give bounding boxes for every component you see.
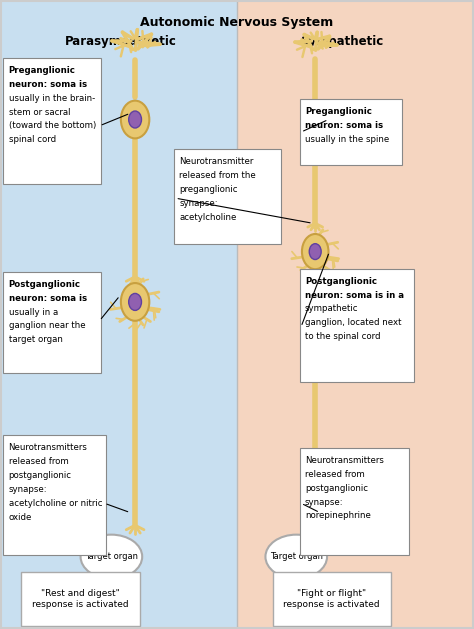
Text: synapse:: synapse: xyxy=(179,199,218,208)
Text: acetylcholine: acetylcholine xyxy=(179,213,237,221)
FancyBboxPatch shape xyxy=(3,58,101,184)
Text: usually in the spine: usually in the spine xyxy=(305,135,389,143)
Circle shape xyxy=(302,234,328,269)
FancyBboxPatch shape xyxy=(0,0,237,629)
Text: neuron: soma is in a: neuron: soma is in a xyxy=(305,291,404,299)
Text: neuron: soma is: neuron: soma is xyxy=(305,121,383,130)
Text: Postganglionic: Postganglionic xyxy=(9,280,81,289)
Ellipse shape xyxy=(265,535,327,579)
Text: synapse:: synapse: xyxy=(305,498,343,506)
Circle shape xyxy=(128,111,141,128)
Text: oxide: oxide xyxy=(9,513,32,521)
Text: spinal cord: spinal cord xyxy=(9,135,55,144)
Text: Sympathetic: Sympathetic xyxy=(300,35,383,48)
Circle shape xyxy=(310,112,321,127)
Circle shape xyxy=(128,293,141,310)
FancyBboxPatch shape xyxy=(273,572,391,626)
Text: usually in a: usually in a xyxy=(9,308,58,316)
Text: neuron: soma is: neuron: soma is xyxy=(9,294,87,303)
Text: ganglion near the: ganglion near the xyxy=(9,321,85,330)
Text: Postganglionic: Postganglionic xyxy=(305,277,377,286)
Text: released from: released from xyxy=(9,457,68,466)
FancyBboxPatch shape xyxy=(3,435,106,555)
Text: Target organ: Target organ xyxy=(85,552,138,561)
FancyBboxPatch shape xyxy=(300,99,402,165)
Circle shape xyxy=(302,103,328,136)
Text: stem or sacral: stem or sacral xyxy=(9,108,70,116)
Text: norepinephrine: norepinephrine xyxy=(305,511,371,520)
FancyBboxPatch shape xyxy=(3,272,101,373)
Text: sympathetic: sympathetic xyxy=(305,304,358,313)
FancyBboxPatch shape xyxy=(237,0,474,629)
Text: Neurotransmitters: Neurotransmitters xyxy=(305,456,383,465)
Text: Preganglionic: Preganglionic xyxy=(9,66,75,75)
Text: Autonomic Nervous System: Autonomic Nervous System xyxy=(140,16,334,29)
Circle shape xyxy=(121,101,149,138)
Circle shape xyxy=(309,243,321,260)
Text: "Fight or flight"
response is activated: "Fight or flight" response is activated xyxy=(283,589,380,609)
FancyBboxPatch shape xyxy=(174,149,281,244)
Text: "Rest and digest"
response is activated: "Rest and digest" response is activated xyxy=(32,589,129,609)
FancyBboxPatch shape xyxy=(300,448,409,555)
Circle shape xyxy=(121,283,149,321)
Text: Neurotransmitter: Neurotransmitter xyxy=(179,157,254,166)
FancyBboxPatch shape xyxy=(21,572,140,626)
FancyBboxPatch shape xyxy=(300,269,414,382)
Text: synapse:: synapse: xyxy=(9,485,47,494)
Text: target organ: target organ xyxy=(9,335,63,344)
Text: postganglionic: postganglionic xyxy=(9,471,72,480)
Text: Parasympathetic: Parasympathetic xyxy=(65,35,177,48)
Text: (toward the bottom): (toward the bottom) xyxy=(9,121,96,130)
Text: released from the: released from the xyxy=(179,171,256,180)
Text: neuron: soma is: neuron: soma is xyxy=(9,80,87,89)
Text: Preganglionic: Preganglionic xyxy=(305,107,372,116)
Text: acetylcholine or nitric: acetylcholine or nitric xyxy=(9,499,102,508)
Text: preganglionic: preganglionic xyxy=(179,185,237,194)
Text: ganglion, located next: ganglion, located next xyxy=(305,318,401,327)
Text: Target organ: Target organ xyxy=(270,552,323,561)
Text: postganglionic: postganglionic xyxy=(305,484,368,493)
Text: usually in the brain-: usually in the brain- xyxy=(9,94,95,103)
Ellipse shape xyxy=(81,535,142,579)
Text: released from: released from xyxy=(305,470,365,479)
Text: to the spinal cord: to the spinal cord xyxy=(305,332,380,341)
Text: Neurotransmitters: Neurotransmitters xyxy=(9,443,87,452)
